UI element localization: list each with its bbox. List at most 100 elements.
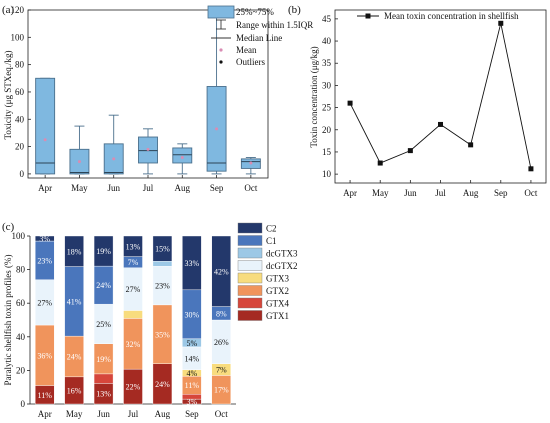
stacked-bar-segment [35,235,55,242]
stacked-bar-label: 25% [96,320,111,329]
stacked-bar-label: 18% [67,247,82,256]
panel-c-ytick-label: 40 [16,332,26,342]
panel-c-legend-label: GTX1 [266,311,289,321]
stacked-bar-segment [64,235,84,267]
legend-mean-label: Mean [236,45,257,55]
box-mean [77,160,81,164]
legend-outlier-swatch [219,60,223,64]
panel-b-ytick-label: 15 [322,147,332,157]
panel-b-line-chart: Toxin concentration (μg/kg) 10 15 20 25 30 35… [309,9,547,198]
panel-b-xtick-label: Apr [343,188,357,198]
stacked-bar-label: 3% [39,235,50,244]
panel-b-series-line [349,23,532,169]
legend-box-label: 25%~75% [236,7,274,17]
panel-b-legend-marker [365,13,371,19]
stacked-bar-label: 13% [96,390,111,399]
panel-b-point [498,20,504,26]
panel-c-legend-label: GTX4 [266,299,289,309]
stacked-bar-segment [182,235,202,291]
stacked-bar-label: 13% [126,242,141,251]
stacked-bar-segment [93,373,114,384]
panel-c-legend-swatch [237,285,263,296]
stacked-bar-label: 24% [155,380,170,389]
panel-b-ytick-label: 10 [322,169,332,179]
panel-b-xtick-label: Jul [435,188,446,198]
panel-b-point [468,142,474,148]
panel-c-ytick-label: 80 [16,265,26,275]
legend-mean-swatch [219,48,223,52]
stacked-bar-segment [211,235,231,307]
panel-a-ytick-label: 120 [11,5,25,15]
panel-b-xtick-label: Aug [463,188,479,198]
legend-median-label: Median Line [236,33,282,43]
stacked-bar-label: 33% [185,259,200,268]
stacked-bar-label: 27% [126,285,141,294]
box-mean [43,138,47,142]
stacked-bar-label: 4% [187,369,198,378]
panel-a-ytick-label: 0 [20,169,25,179]
box-mean [180,156,184,160]
panel-c-legend-swatch [237,260,263,271]
panel-b-xtick-label: May [372,188,389,198]
stacked-bar-label: 35% [155,330,170,339]
panel-a-xtick-label: Sep [210,183,224,193]
panel-c-legend-swatch [237,247,263,259]
panel-c-xtick-label: Jul [128,409,139,419]
panel-c-label: (c) [2,221,15,233]
panel-a-ytick-label: 60 [15,87,25,97]
panel-c-xtick-label: Jun [97,409,110,419]
panel-b-label: (b) [288,4,301,16]
stacked-bar-segment [123,235,143,257]
stacked-bar-label: 36% [37,351,52,360]
panel-c-xtick-label: Sep [185,409,199,419]
panel-a-box-chart: Toxicity (μg STXeq./kg) 0 20 40 60 80 100 120 A… [3,5,313,193]
panel-b-xtick-label: Sep [494,188,508,198]
stacked-bar-label: 19% [96,247,111,256]
panel-c-stacked-bar-chart: Paralytic shellfish toxin profiles (%) 0… [3,222,298,419]
panel-a-ytick-label: 40 [15,114,25,124]
panel-b-frame [334,9,547,184]
stacked-bar-segment [182,394,202,400]
panel-b-ytick-label: 30 [322,80,332,90]
panel-c-legend-swatch [237,310,263,321]
stacked-bar-segment [152,261,173,267]
panel-c-legend-label: C2 [266,224,277,234]
stacked-bar-label: 3% [187,398,198,407]
panel-c-xtick-label: May [66,409,83,419]
panel-b-ytick-label: 20 [322,125,332,135]
stacked-bar-label: 23% [37,256,52,265]
legend-outlier-label: Outliers [236,57,265,67]
panel-c-legend-swatch [237,235,263,246]
stacked-bar-segment [152,235,173,262]
panel-c-xtick-label: Oct [215,409,228,419]
panel-a-xtick-label: Oct [244,183,257,193]
stacked-bar-label: 11% [185,381,200,390]
panel-b-point [407,148,413,154]
panel-c-xtick-label: Aug [155,409,171,419]
panel-c-ytick-label: 0 [21,399,26,409]
panel-c-legend-label: C1 [266,236,277,246]
panel-b-legend-label: Mean toxin concentration in shellfish [384,11,519,21]
panel-b-xtick-label: Jun [404,188,417,198]
panel-c-ytick-label: 60 [16,298,26,308]
box-iqr [172,147,193,164]
stacked-bar-segment [123,310,143,319]
stacked-bar-label: 5% [187,339,198,348]
stacked-bar-label: 14% [185,354,200,363]
stacked-bar-label: 17% [214,386,229,395]
stacked-bar-label: 27% [37,298,52,307]
stacked-bar-label: 16% [67,386,82,395]
stacked-bar-label: 22% [126,383,141,392]
panel-c-legend-label: dcGTX3 [266,249,298,259]
panel-a-xtick-label: May [71,183,88,193]
panel-a-label: (a) [2,4,15,16]
stacked-bar-label: 42% [214,267,229,276]
stacked-bar-label: 24% [96,281,111,290]
panel-c-legend: C2 C1 dcGTX3 dcGTX2 GTX3 GTX2 GTX4 GTX1 [237,222,298,321]
panel-a-legend: 25%~75% Range within 1.5IQR Median Line … [207,5,313,67]
panel-a-ytick-label: 80 [15,60,25,70]
legend-box-swatch [207,5,235,19]
panel-a-xtick-label: Apr [38,183,52,193]
panel-a-ylabel: Toxicity (μg STXeq./kg) [3,51,13,140]
